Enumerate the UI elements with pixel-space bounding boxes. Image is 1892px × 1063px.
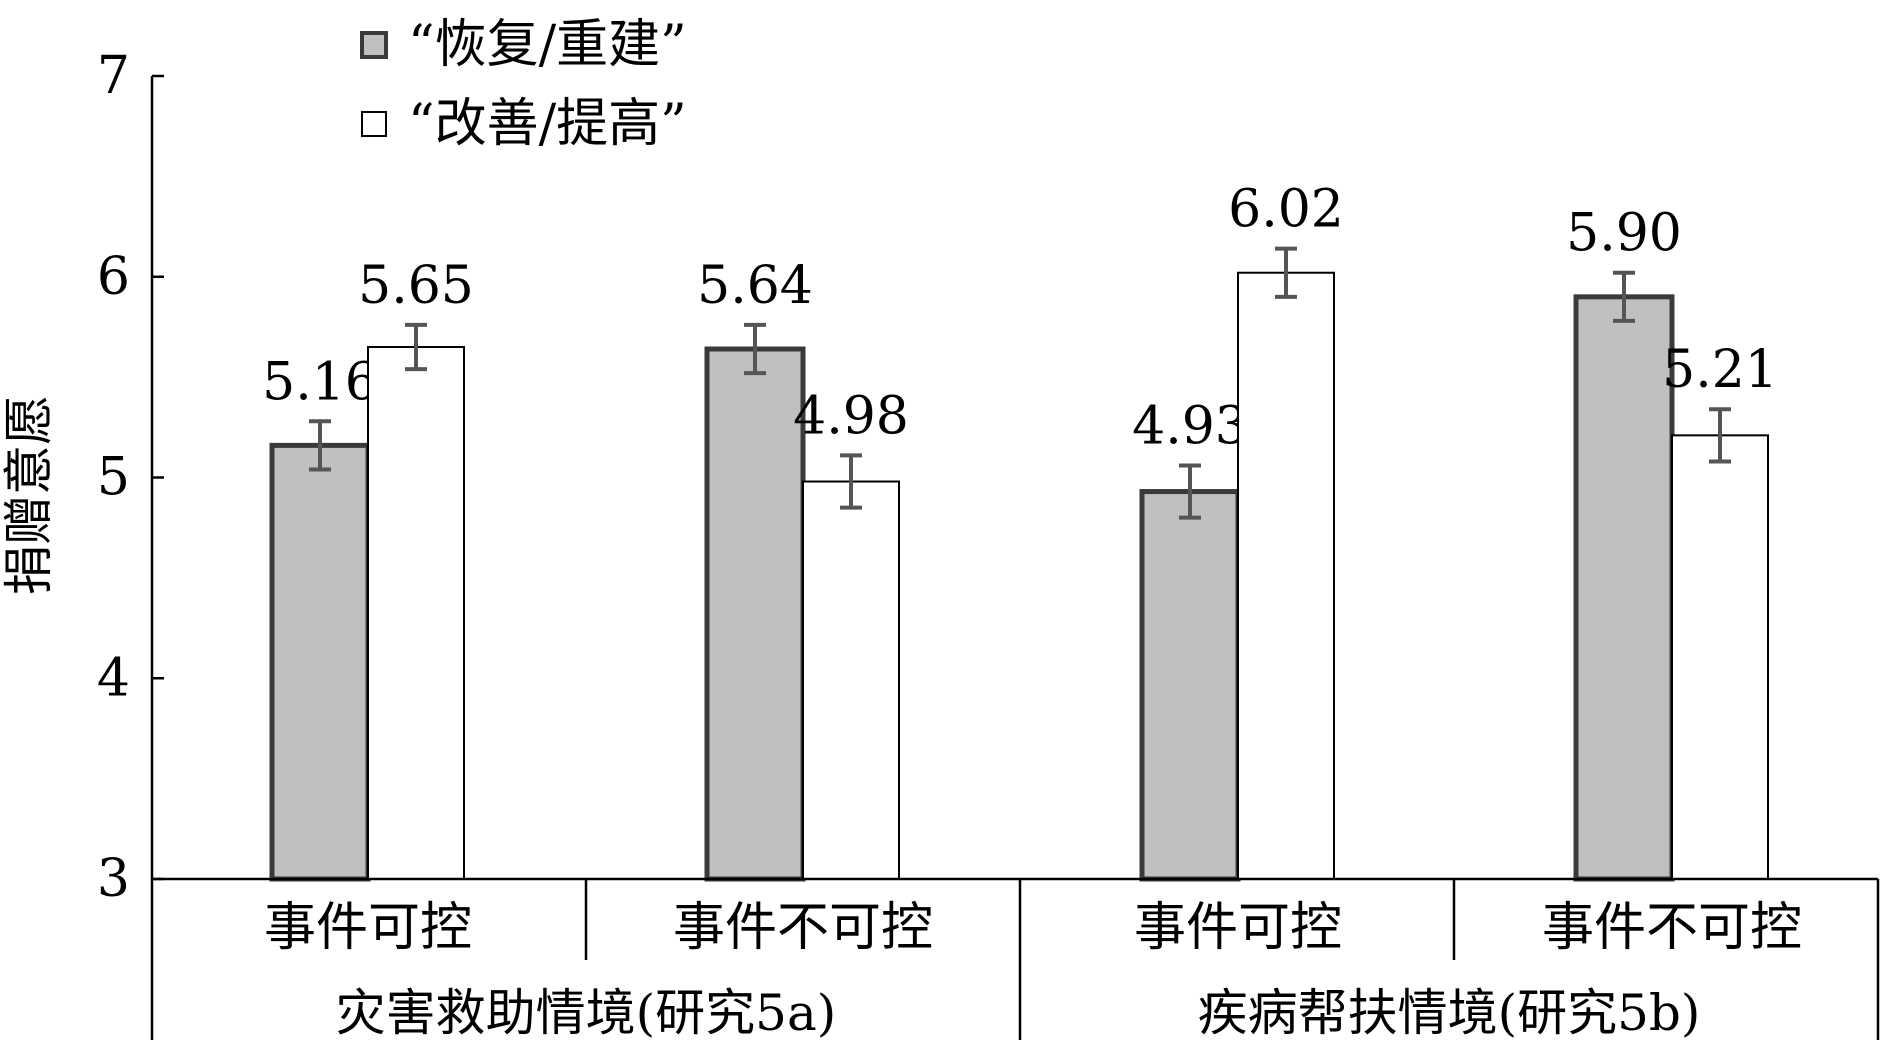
y-tick-label: 3 [97,849,130,909]
bar [367,346,465,880]
y-tick-label: 6 [97,247,130,307]
legend-label: “恢复/重建” [408,15,687,75]
y-axis-label: 捐赠意愿 [0,395,58,595]
x-category-label: 事件可控 [264,898,472,958]
legend: “恢复/重建” “改善/提高” [360,15,687,154]
bar [1671,434,1769,880]
bar [704,346,806,882]
bar [1139,489,1241,882]
data-label: 6.02 [1228,180,1344,240]
y-tick-label: 7 [97,46,130,106]
x-group-label: 疾病帮扶情境(研究5b) [1198,984,1701,1042]
legend-swatch [360,31,388,59]
data-label: 5.21 [1662,340,1778,400]
data-label: 5.65 [358,256,474,316]
bar [802,480,900,880]
bar [269,442,371,882]
legend-swatch [361,111,387,137]
data-label: 4.98 [793,386,909,446]
data-label: 5.90 [1566,204,1682,264]
bar [1237,271,1335,880]
x-group-label: 灾害救助情境(研究5a) [336,984,837,1042]
bars: 5.16 5.64 4.93 5.90 5.65 4.98 6.02 5.21 [262,180,1778,882]
data-label: 5.16 [262,352,378,412]
data-label: 5.64 [697,256,813,316]
x-category-label: 事件不可控 [1542,898,1802,958]
y-tick-label: 5 [97,448,130,508]
bar [1573,294,1675,882]
y-tick-label: 4 [97,648,130,708]
x-category-label: 事件可控 [1134,898,1342,958]
legend-label: “改善/提高” [408,94,687,154]
data-label: 4.93 [1132,396,1248,456]
x-category-label: 事件不可控 [673,898,933,958]
y-axis: 3 4 5 6 7 [97,46,164,1040]
